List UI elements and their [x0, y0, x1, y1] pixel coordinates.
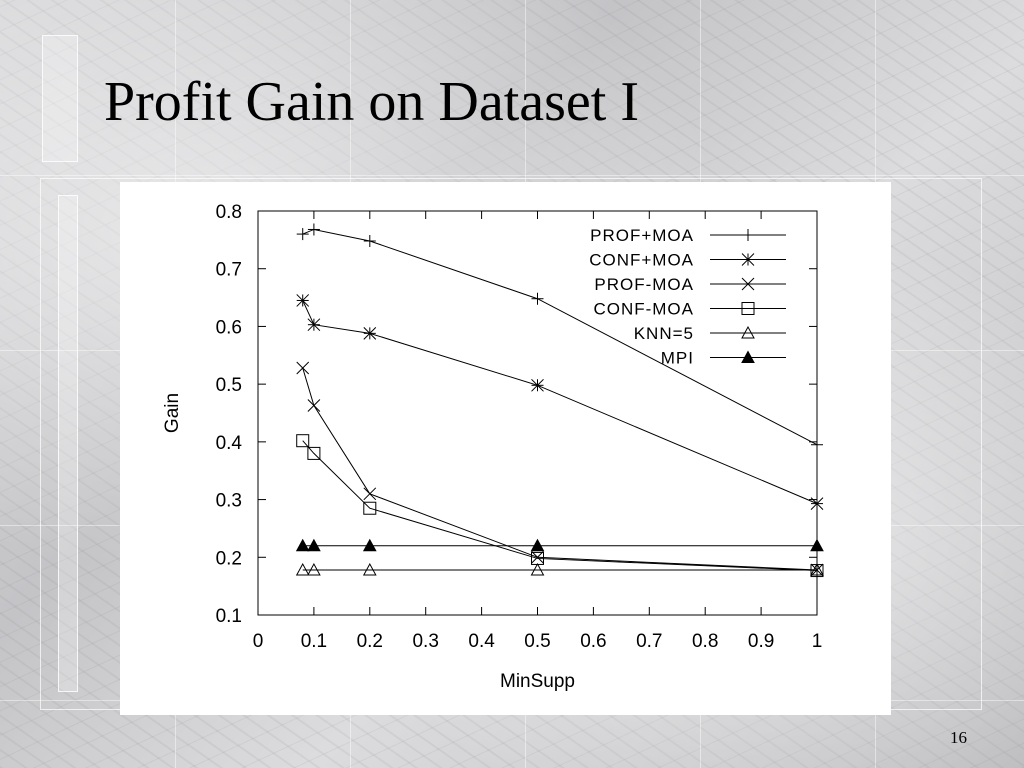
- y-tick-label: 0.8: [216, 202, 242, 223]
- y-tick-label: 0.1: [216, 606, 242, 627]
- legend-label: PROF+MOA: [590, 226, 694, 245]
- y-tick-label: 0.4: [216, 433, 243, 454]
- data-point: [363, 501, 377, 515]
- data-point: [295, 562, 310, 576]
- page-number: 16: [950, 728, 967, 747]
- data-point: [810, 497, 824, 510]
- series-line: [302, 440, 818, 572]
- data-point: [531, 292, 544, 305]
- x-tick-label: 0.7: [636, 631, 662, 652]
- data-point: [741, 253, 755, 266]
- y-tick-label: 0.3: [216, 491, 242, 512]
- data-point: [307, 399, 321, 412]
- data-point: [295, 538, 310, 552]
- legend-entry: KNN=5: [634, 324, 786, 343]
- x-tick-label: 0.6: [580, 631, 606, 652]
- data-point: [307, 538, 321, 552]
- data-point: [307, 446, 321, 460]
- data-point: [307, 223, 320, 236]
- series-conf-moa: [296, 294, 824, 510]
- slide-title: Profit Gain on Dataset I: [104, 71, 639, 133]
- data-point: [741, 350, 755, 363]
- data-point: [363, 235, 376, 248]
- legend-entry: MPI: [661, 349, 786, 368]
- legend-label: CONF+MOA: [589, 251, 694, 270]
- legend-entry: CONF+MOA: [589, 251, 786, 270]
- background-line: [0, 175, 1024, 176]
- series-prof-moa: [296, 223, 823, 451]
- data-point: [363, 327, 377, 340]
- y-tick-label: 0.2: [216, 548, 242, 569]
- y-axis-title: Gain: [162, 393, 183, 433]
- decorative-bar-top: [42, 35, 78, 162]
- data-point: [296, 434, 310, 448]
- data-point: [531, 378, 544, 392]
- data-point: [362, 538, 377, 552]
- legend-label: PROF-MOA: [594, 275, 694, 294]
- series-line: [302, 300, 818, 505]
- data-point: [307, 562, 321, 576]
- series-prof-moa: [296, 361, 824, 577]
- y-tick-label: 0.7: [216, 260, 242, 281]
- data-point: [296, 294, 310, 307]
- legend-label: CONF-MOA: [593, 300, 694, 319]
- data-point: [741, 302, 755, 315]
- data-point: [307, 318, 321, 332]
- data-point: [296, 228, 309, 241]
- x-tick-label: 0: [253, 631, 264, 652]
- y-tick-label: 0.5: [216, 375, 242, 396]
- series-knn-5: [295, 562, 824, 576]
- decorative-bar-left: [58, 195, 78, 692]
- legend-entry: PROF-MOA: [594, 275, 786, 294]
- data-point: [296, 361, 310, 375]
- data-point: [531, 550, 544, 564]
- legend-entry: PROF+MOA: [590, 226, 786, 245]
- data-point: [741, 277, 755, 291]
- plot-frame: [257, 210, 818, 616]
- chart-panel: 0 0.1 0.2 0.3 0.4 0.5 0.6 0.7 0.8 0.9 1 0.1 0.2 0.3 0.…: [120, 182, 891, 715]
- legend-label: MPI: [661, 349, 694, 368]
- x-tick-label: 0.8: [692, 631, 718, 652]
- x-tick-label: 0.2: [357, 631, 383, 652]
- data-point: [530, 538, 545, 552]
- x-tick-label: 1: [812, 631, 823, 652]
- data-point: [811, 438, 823, 451]
- data-point: [741, 325, 755, 339]
- gain-chart: 0 0.1 0.2 0.3 0.4 0.5 0.6 0.7 0.8 0.9 1 0.1 0.2 0.3 0.…: [162, 202, 824, 692]
- series-conf-moa: [296, 434, 824, 578]
- x-tick-label: 0.9: [748, 631, 774, 652]
- data-point: [810, 562, 824, 576]
- data-point: [742, 229, 754, 241]
- y-tick-label: 0.6: [216, 317, 242, 338]
- series-line: [302, 367, 818, 571]
- data-point: [363, 487, 377, 501]
- legend-entry: CONF-MOA: [593, 300, 786, 319]
- data-point: [530, 562, 545, 576]
- series-mpi: [295, 538, 824, 552]
- data-point: [362, 562, 377, 576]
- series-line: [302, 228, 818, 446]
- x-tick-label: 0.4: [468, 631, 495, 652]
- data-point: [810, 538, 824, 552]
- x-tick-label: 0.5: [524, 631, 550, 652]
- x-axis-title: MinSupp: [500, 671, 575, 692]
- legend-label: KNN=5: [634, 324, 694, 343]
- x-tick-label: 0.3: [412, 631, 438, 652]
- x-tick-label: 0.1: [301, 631, 327, 652]
